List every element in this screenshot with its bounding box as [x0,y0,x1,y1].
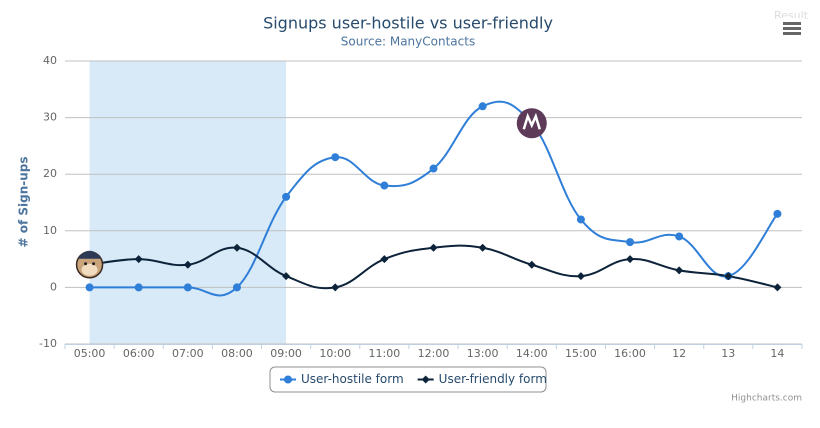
chart-title: Signups user-hostile vs user-friendly [263,14,553,33]
x-tick-label: 11:00 [369,347,401,360]
plot-band [89,61,287,344]
point-marker [331,153,340,162]
monkey-eye [84,262,88,266]
image-marker [516,108,547,139]
point-marker [331,283,340,292]
point-marker [183,283,192,292]
x-tick-label: 15:00 [565,347,597,360]
point-marker [576,272,585,281]
legend-marker [284,375,292,384]
legend-label: User-friendly form [439,372,547,386]
legend: User-hostile form User-friendly form [269,366,547,393]
y-tick-label: 40 [43,54,57,67]
x-tick-label: 14 [770,347,784,360]
y-tick-label: 30 [43,111,57,124]
x-tick-label: 07:00 [172,347,204,360]
point-marker [85,283,94,292]
image-marker [75,250,104,279]
y-tick-label: 0 [50,280,57,293]
point-marker [675,266,684,275]
point-marker [380,181,389,190]
point-marker [773,283,782,292]
x-tick-label: 12 [672,347,686,360]
point-marker [134,255,143,264]
legend-marker [421,375,430,384]
monkey-eye [92,262,96,266]
point-marker [527,260,536,269]
monkey-hat [77,250,102,259]
point-marker [232,243,241,252]
point-marker [134,283,143,292]
menu-button[interactable] [780,18,804,40]
point-marker [380,255,389,264]
chart-subtitle: Source: ManyContacts [341,35,475,49]
x-tick-label: 13:00 [467,347,499,360]
monkey-muzzle [81,263,98,276]
x-tick-label: 12:00 [418,347,450,360]
x-tick-label: 05:00 [74,347,106,360]
legend-item[interactable]: User-friendly form [417,372,547,386]
point-marker [675,232,684,241]
point-marker [478,243,487,252]
point-marker [478,102,487,111]
y-axis-title: # of Sign-ups [17,156,31,247]
point-marker [429,164,438,173]
point-marker [626,255,635,264]
point-marker [626,238,635,247]
x-tick-label: 14:00 [516,347,548,360]
x-tick-label: 08:00 [221,347,253,360]
y-tick-label: 20 [43,167,57,180]
point-marker [773,209,782,218]
legend-label: User-hostile form [301,372,404,386]
y-tick-label: -10 [39,337,57,350]
legend-item[interactable]: User-hostile form [280,372,404,386]
point-marker [282,192,291,201]
point-marker [183,260,192,269]
logo-glyph [522,112,541,130]
x-tick-label: 13 [721,347,735,360]
point-marker [724,272,733,281]
x-tick-label: 10:00 [319,347,351,360]
point-marker [576,215,585,224]
legend-box [269,366,547,393]
x-tick-label: 16:00 [614,347,646,360]
point-marker [282,272,291,281]
y-tick-label: 10 [43,224,57,237]
x-tick-label: 06:00 [123,347,155,360]
x-tick-label: 09:00 [270,347,302,360]
point-marker [429,243,438,252]
point-marker [232,283,241,292]
credits[interactable]: Highcharts.com [731,394,802,404]
